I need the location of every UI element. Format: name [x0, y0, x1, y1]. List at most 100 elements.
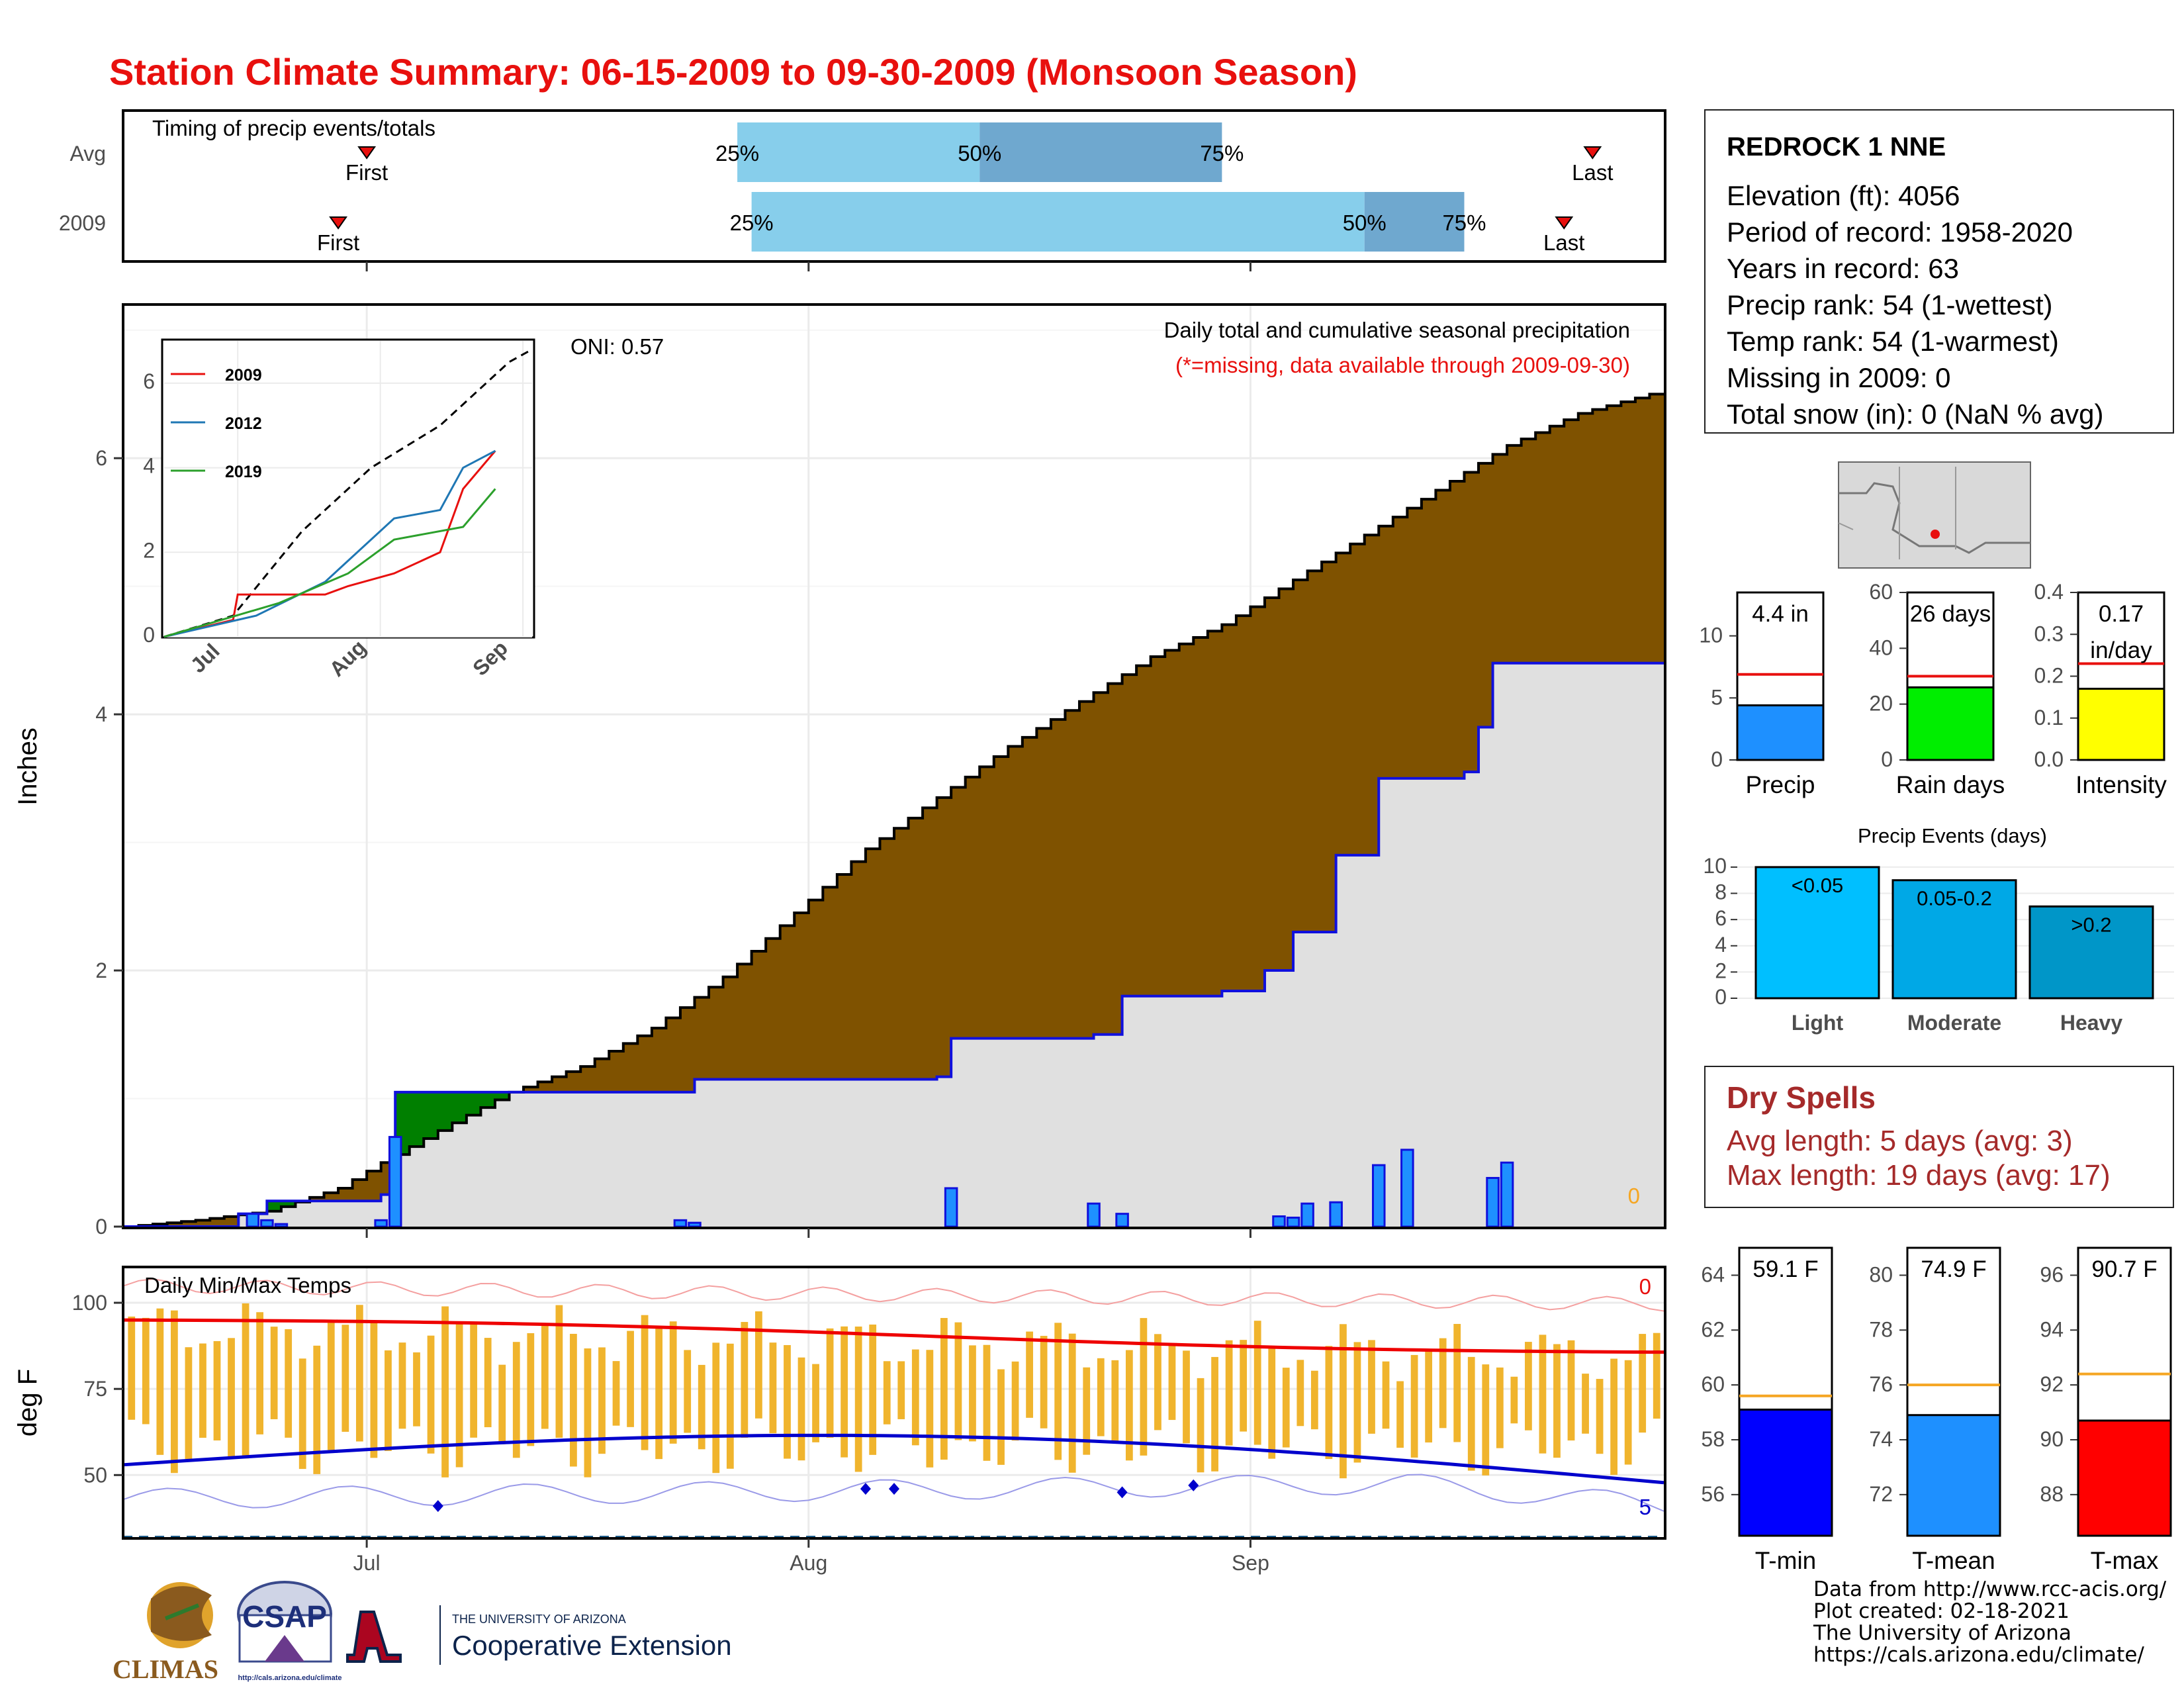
daily-temp-bar: [1425, 1351, 1433, 1443]
daily-temp-bar: [498, 1364, 506, 1444]
daily-temp-bar: [1140, 1318, 1148, 1456]
climas-logo: CLIMAS: [113, 1582, 218, 1684]
temp-panel-label: Daily Min/Max Temps: [144, 1273, 351, 1297]
station-years: Years in record: 63: [1727, 253, 1959, 284]
summary-temp-bars: 56 58 60 62 64 59.1 F T-min 72 74 76 78 80 74.9 F T-m…: [1701, 1246, 2172, 1574]
daily-temp-bar: [1553, 1344, 1561, 1458]
daily-temp-bar: [1211, 1356, 1218, 1472]
arizona-locator-map: [1838, 461, 2031, 569]
temp-summary-t-mean-value-bar: [1906, 1414, 2001, 1537]
timing-p75-label: 75%: [1442, 211, 1486, 235]
summary-rain-days-panel: 0 20 40 60 26 days Rain days: [1869, 580, 2005, 798]
temp-summary-t-mean-tick-label: 80: [1869, 1262, 1893, 1286]
daily-temp-bar: [1653, 1333, 1661, 1419]
summary-precip-panel: 0 5 10 4.4 in Precip: [1699, 591, 1825, 798]
station-missing: Missing in 2009: 0: [1727, 362, 1951, 393]
daily-temp-bar: [983, 1344, 991, 1461]
avg-max-temp-line: [124, 1318, 1664, 1354]
daily-temp-bar: [156, 1308, 164, 1455]
summary-rain-days-tick-label: 40: [1869, 635, 1893, 659]
events-bar-heavy: [2028, 905, 2154, 1000]
daily-precip-bar: [1329, 1201, 1343, 1228]
timing-p50-label: 50%: [958, 141, 1001, 165]
daily-temp-bar: [1639, 1334, 1647, 1433]
temp-summary-t-min-value-bar: [1738, 1408, 1833, 1537]
daily-temp-bar: [1111, 1360, 1119, 1444]
daily-temp-bar: [1068, 1333, 1076, 1473]
temp-summary-t-max-value-bar: [2077, 1419, 2172, 1537]
ua-logo: THE UNIVERSITY OF ARIZONA Cooperative Ex…: [346, 1605, 732, 1665]
daily-temp-bar: [441, 1306, 449, 1477]
daily-precip-bar: [1087, 1202, 1101, 1228]
record-low-marker: [860, 1483, 871, 1495]
summary-precip-tick-label: 10: [1699, 624, 1723, 647]
daily-temp-bar: [341, 1325, 349, 1432]
daily-precip-bar: [1115, 1213, 1129, 1228]
ua-big-text: Cooperative Extension: [452, 1630, 732, 1661]
summary-precip-value-text: 4.4 in: [1752, 601, 1809, 627]
precip-y-axis-label: Inches: [13, 727, 42, 806]
temp-summary-t-min-value-text: 59.1 F: [1752, 1256, 1818, 1282]
daily-temp-bar: [570, 1333, 577, 1467]
date-x-ticks: Jul Aug Sep: [353, 261, 1269, 1575]
credit-data-source: Data from http://www.rcc-acis.org/: [1813, 1577, 2167, 1601]
temp-y-tick-label: 75: [83, 1377, 107, 1401]
temp-panel: Daily Min/Max Temps 0 5 deg F 100 75 50 Ju…: [13, 261, 1666, 1575]
daily-temp-bar: [285, 1329, 293, 1438]
daily-temp-bar: [712, 1342, 720, 1474]
daily-temp-bar: [1396, 1381, 1404, 1448]
daily-temp-bar: [1083, 1367, 1091, 1455]
daily-temp-bar: [1168, 1343, 1176, 1421]
daily-temp-bar: [484, 1338, 492, 1428]
daily-temp-bar: [298, 1358, 306, 1470]
temp-y-tick-label: 50: [83, 1463, 107, 1487]
daily-temp-bar: [1197, 1378, 1205, 1473]
station-elevation: Elevation (ft): 4056: [1727, 180, 1960, 211]
daily-temp-bar: [841, 1326, 848, 1458]
temp-content: [123, 1278, 1665, 1538]
daily-temp-bar: [1610, 1358, 1618, 1476]
map-borders: [1839, 482, 2030, 554]
temp-summary-t-min-tick-label: 60: [1701, 1372, 1725, 1396]
inset-y-tick-label: 2: [143, 538, 155, 562]
daily-temp-bar: [812, 1364, 819, 1442]
events-bar-moderate: [1891, 879, 2017, 1000]
daily-precip-bar: [388, 1136, 402, 1228]
precip-y-tick-label: 6: [95, 446, 107, 470]
summary-rain-days-tick-label: 0: [1881, 747, 1893, 771]
record-low-marker: [1188, 1479, 1199, 1491]
temp-summary-t-mean-tick-label: 72: [1869, 1482, 1893, 1506]
summary-precip-tick-label: 5: [1711, 685, 1723, 709]
temp-y-ticks: 100 75 50: [72, 1291, 123, 1487]
surplus-area: [238, 1092, 510, 1215]
daily-precip-bar: [274, 1223, 289, 1228]
last-event-marker: [1583, 146, 1602, 160]
precip-y-ticks: 0 2 4 6: [95, 446, 123, 1239]
daily-temp-bar: [997, 1369, 1005, 1465]
temp-y-axis-label: deg F: [13, 1369, 42, 1436]
temp-count-low: 5: [1639, 1495, 1651, 1519]
temp-summary-t-mean-label: T-mean: [1912, 1547, 1995, 1574]
daily-temp-bar: [1368, 1340, 1375, 1434]
last-event-marker: [1555, 216, 1574, 230]
timing-bar-25-50: [751, 192, 1365, 252]
daily-temp-bar: [1297, 1360, 1304, 1427]
events-tick-label: 10: [1703, 854, 1727, 878]
daily-temp-bar: [698, 1364, 705, 1450]
daily-temp-bar: [242, 1303, 250, 1459]
daily-temp-bar: [213, 1340, 221, 1441]
inset-y-tick-label: 6: [143, 369, 155, 393]
daily-temp-bar: [228, 1338, 235, 1459]
first-event-marker: [357, 146, 377, 160]
csap-mountain: [265, 1635, 304, 1662]
climas-emblem-stroke: [164, 1603, 200, 1620]
daily-temp-bar: [527, 1333, 535, 1446]
daily-temp-bar: [1097, 1358, 1105, 1436]
daily-temp-bar: [398, 1342, 406, 1429]
missing-count: 0: [1628, 1184, 1640, 1208]
daily-temp-bar: [1225, 1340, 1233, 1446]
observed-cumulative-line: [124, 661, 1664, 1228]
daily-temp-bar: [1482, 1364, 1490, 1476]
inset-legend: 2009 2012 2019: [171, 366, 262, 481]
